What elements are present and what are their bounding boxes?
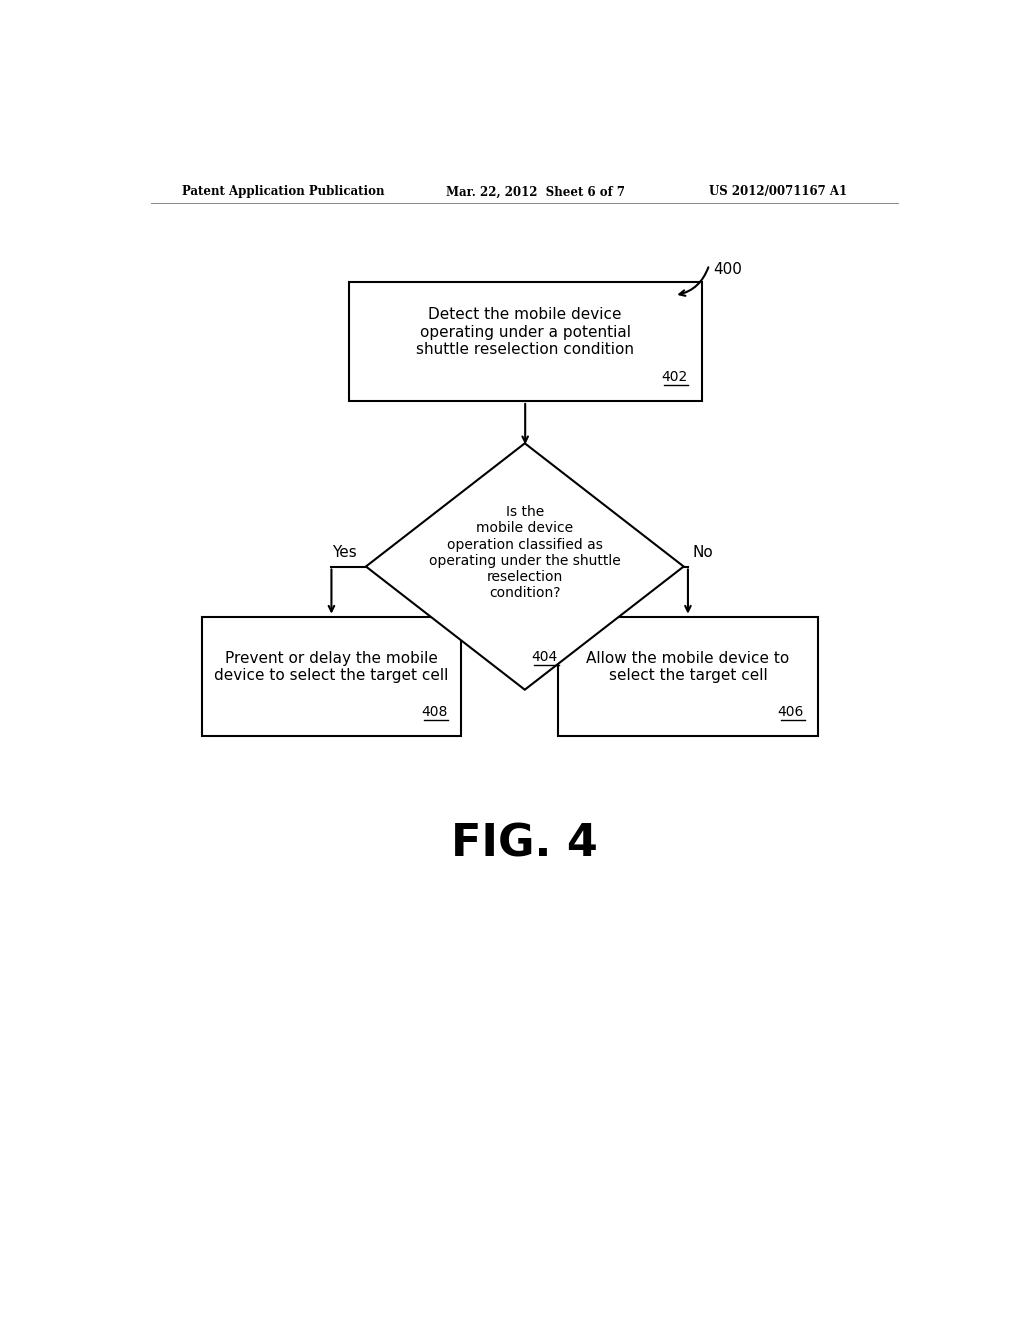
Text: No: No xyxy=(693,545,714,560)
Bar xyxy=(202,616,461,737)
Text: Allow the mobile device to
select the target cell: Allow the mobile device to select the ta… xyxy=(587,651,790,684)
Text: 408: 408 xyxy=(421,705,447,719)
Text: 404: 404 xyxy=(531,649,557,664)
Polygon shape xyxy=(366,444,684,689)
Text: Detect the mobile device
operating under a potential
shuttle reselection conditi: Detect the mobile device operating under… xyxy=(416,308,634,356)
Text: Yes: Yes xyxy=(332,545,356,560)
Bar xyxy=(558,616,818,737)
Text: US 2012/0071167 A1: US 2012/0071167 A1 xyxy=(710,185,848,198)
Text: Mar. 22, 2012  Sheet 6 of 7: Mar. 22, 2012 Sheet 6 of 7 xyxy=(445,185,625,198)
Text: 406: 406 xyxy=(777,705,804,719)
Text: 400: 400 xyxy=(713,263,742,277)
Bar xyxy=(349,281,701,401)
Text: 402: 402 xyxy=(662,370,687,384)
Text: Patent Application Publication: Patent Application Publication xyxy=(182,185,385,198)
Text: FIG. 4: FIG. 4 xyxy=(452,822,598,865)
Text: Prevent or delay the mobile
device to select the target cell: Prevent or delay the mobile device to se… xyxy=(214,651,449,684)
Text: Is the
mobile device
operation classified as
operating under the shuttle
reselec: Is the mobile device operation classifie… xyxy=(429,506,621,601)
